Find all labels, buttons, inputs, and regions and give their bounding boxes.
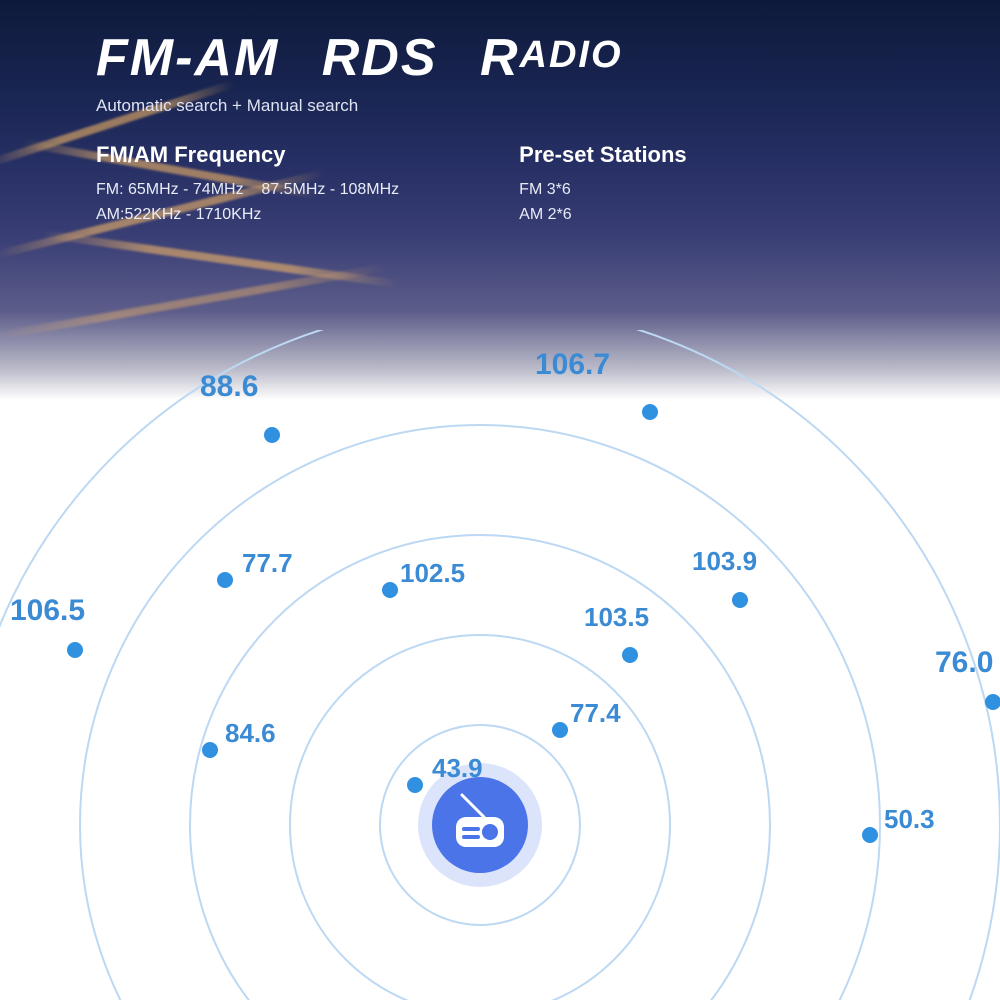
station-label: 103.5 <box>584 602 649 632</box>
station-label: 77.4 <box>570 698 621 728</box>
title-seg-3a: R <box>480 28 520 88</box>
station-dot <box>622 647 638 663</box>
radar-diagram: 43.9 77.4 102.5 103.5 84.6 77.7 103.9 50.3 76.0 1… <box>0 330 1000 1000</box>
radar-svg: 43.9 77.4 102.5 103.5 84.6 77.7 103.9 50.3 76.0 1… <box>0 330 1000 1000</box>
station-dot <box>264 427 280 443</box>
station-label: 84.6 <box>225 718 276 748</box>
station-dot <box>217 572 233 588</box>
station-label: 43.9 <box>432 753 483 783</box>
station-label: 76.0 <box>935 646 993 679</box>
station-dot <box>382 582 398 598</box>
station-label: 88.6 <box>200 370 258 403</box>
page-title: FM-AM RDS RADIO <box>96 28 1000 88</box>
station-label: 102.5 <box>400 558 465 588</box>
radar-ring <box>80 425 880 1000</box>
station-dot <box>552 722 568 738</box>
station-label: 106.5 <box>10 594 85 627</box>
station-label: 50.3 <box>884 804 935 834</box>
station-dot <box>862 827 878 843</box>
preset-heading: Pre-set Stations <box>519 142 687 168</box>
station-label: 77.7 <box>242 548 293 578</box>
title-seg-3b: ADIO <box>520 34 623 77</box>
station-dot <box>642 404 658 420</box>
preset-line-1: FM 3*6 <box>519 178 687 203</box>
station-label: 103.9 <box>692 546 757 576</box>
col-preset: Pre-set Stations FM 3*6 AM 2*6 <box>519 142 687 228</box>
subtitle: Automatic search + Manual search <box>96 96 1000 116</box>
station-dot <box>732 592 748 608</box>
title-seg-2: RDS <box>322 28 438 88</box>
station-label: 106.7 <box>535 348 610 381</box>
station-dot <box>202 742 218 758</box>
preset-line-2: AM 2*6 <box>519 203 687 228</box>
radar-ring <box>0 330 1000 1000</box>
station-dot <box>67 642 83 658</box>
header-block: FM-AM RDS RADIO Automatic search + Manua… <box>0 0 1000 228</box>
freq-line-2: AM:522KHz - 1710KHz <box>96 203 399 228</box>
col-frequency: FM/AM Frequency FM: 65MHz - 74MHz 87.5MH… <box>96 142 399 228</box>
info-columns: FM/AM Frequency FM: 65MHz - 74MHz 87.5MH… <box>96 142 1000 228</box>
station-dot <box>407 777 423 793</box>
freq-line-1: FM: 65MHz - 74MHz 87.5MHz - 108MHz <box>96 178 399 203</box>
freq-heading: FM/AM Frequency <box>96 142 399 168</box>
title-seg-1: FM-AM <box>96 28 279 88</box>
